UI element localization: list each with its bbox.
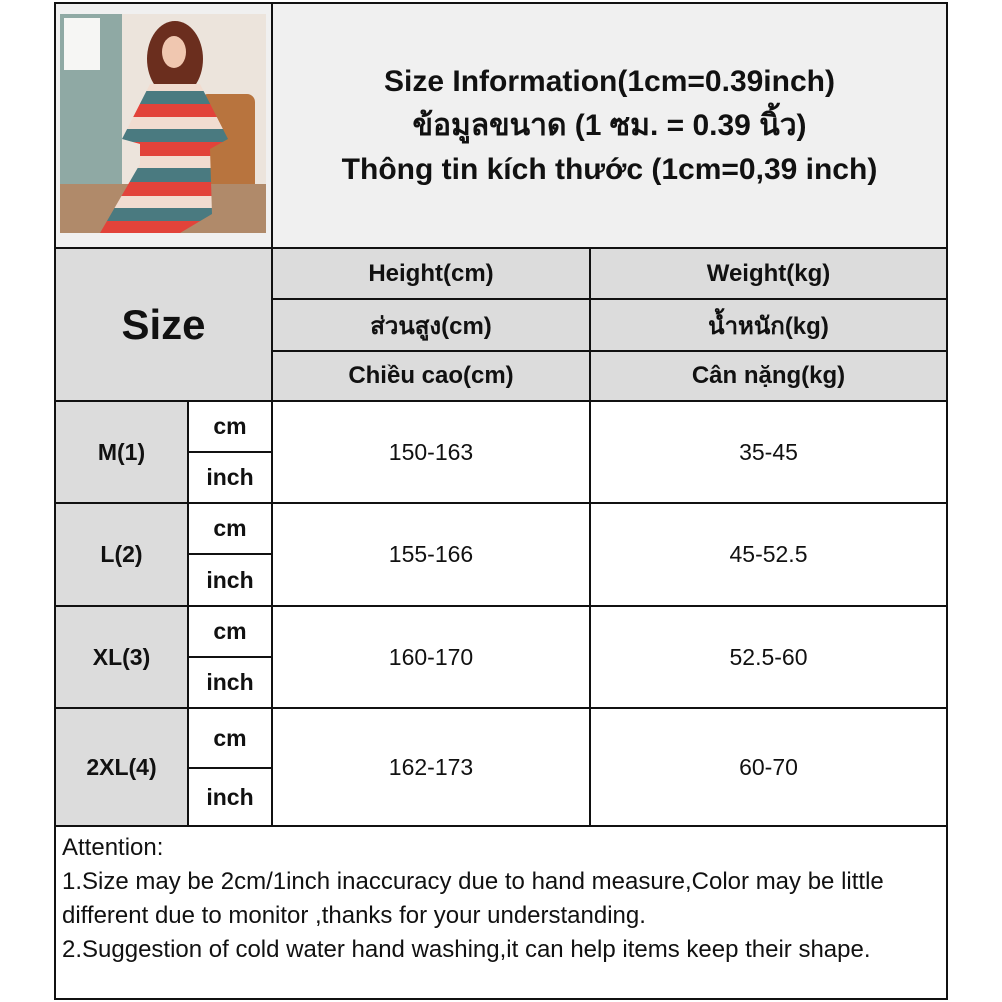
title-th: ข้อมูลขนาด (1 ซม. = 0.39 นิ้ว) xyxy=(412,108,807,142)
title-en: Size Information(1cm=0.39inch) xyxy=(384,64,835,98)
unit-inch: inch xyxy=(187,451,273,504)
attention-note-2: 2.Suggestion of cold water hand washing,… xyxy=(62,936,871,963)
size-header: Size xyxy=(54,247,273,402)
weight-value: 60-70 xyxy=(589,707,948,827)
weight-header-th: น้ำหนัก(kg) xyxy=(589,298,948,352)
size-label: L(2) xyxy=(54,502,189,607)
height-value: 150-163 xyxy=(271,400,591,504)
unit-cm: cm xyxy=(187,605,273,658)
unit-inch: inch xyxy=(187,767,273,827)
weight-value: 35-45 xyxy=(589,400,948,504)
unit-cm: cm xyxy=(187,502,273,555)
height-header-th: ส่วนสูง(cm) xyxy=(271,298,591,352)
unit-cm: cm xyxy=(187,707,273,769)
weight-header-vi: Cân nặng(kg) xyxy=(589,350,948,402)
height-value: 162-173 xyxy=(271,707,591,827)
weight-value: 52.5-60 xyxy=(589,605,948,709)
size-label: M(1) xyxy=(54,400,189,504)
weight-header-en: Weight(kg) xyxy=(589,247,948,300)
weight-value: 45-52.5 xyxy=(589,502,948,607)
size-label: XL(3) xyxy=(54,605,189,709)
product-photo xyxy=(60,14,266,233)
height-value: 155-166 xyxy=(271,502,591,607)
title-vi: Thông tin kích thước (1cm=0,39 inch) xyxy=(341,152,878,186)
attention-note-1: 1.Size may be 2cm/1inch inaccuracy due t… xyxy=(62,868,884,929)
title-cell: Size Information(1cm=0.39inch) ข้อมูลขนา… xyxy=(271,2,948,249)
height-header-en: Height(cm) xyxy=(271,247,591,300)
unit-inch: inch xyxy=(187,553,273,607)
attention-heading: Attention: xyxy=(62,834,164,861)
attention-notes: Attention: 1.Size may be 2cm/1inch inacc… xyxy=(54,825,948,1000)
height-header-vi: Chiều cao(cm) xyxy=(271,350,591,402)
unit-cm: cm xyxy=(187,400,273,453)
height-value: 160-170 xyxy=(271,605,591,709)
unit-inch: inch xyxy=(187,656,273,709)
size-label: 2XL(4) xyxy=(54,707,189,827)
